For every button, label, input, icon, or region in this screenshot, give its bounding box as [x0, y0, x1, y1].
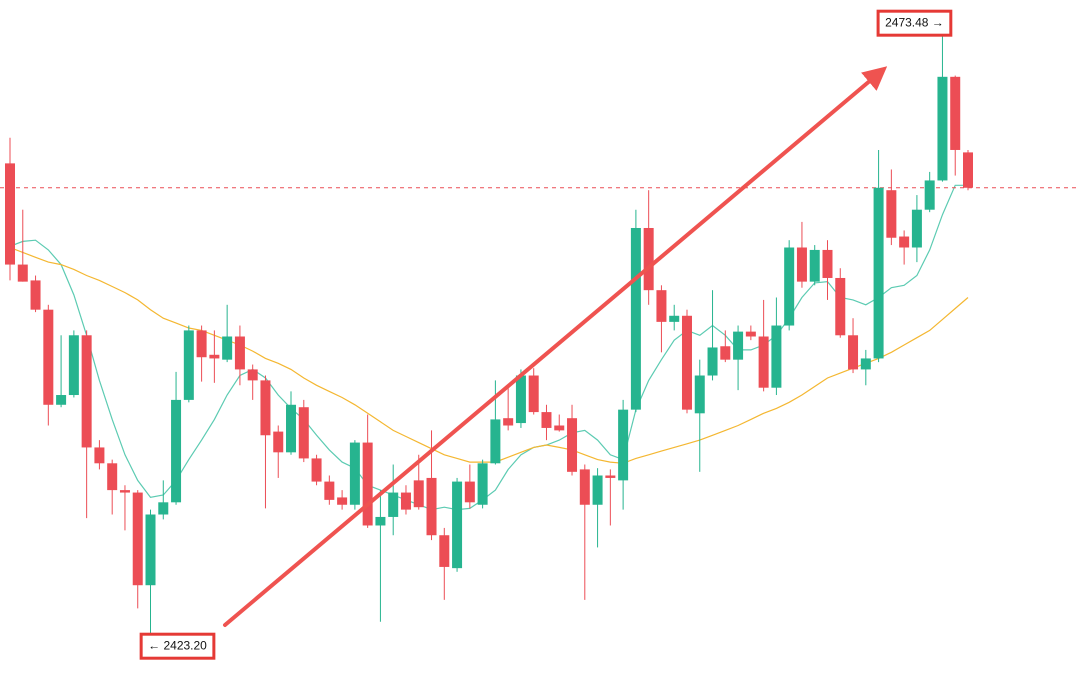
price-label-box — [139, 632, 216, 660]
candle-body — [745, 331, 756, 337]
candle-body — [107, 463, 118, 491]
candle-body — [349, 442, 360, 505]
candle-body — [209, 354, 220, 359]
ma-line — [9, 184, 968, 511]
candle-body — [771, 325, 782, 388]
candle-body — [324, 481, 335, 500]
candle-body — [643, 227, 654, 291]
candle-body — [298, 407, 309, 459]
candle-body — [145, 514, 156, 586]
candle-body — [94, 447, 105, 464]
candle-body — [567, 418, 578, 472]
price-label-text: 2473.48 → — [885, 15, 944, 29]
candle-body — [286, 404, 297, 453]
candle-body — [758, 336, 769, 388]
candle-body — [848, 335, 859, 370]
candle-body — [158, 502, 169, 515]
candle-body — [413, 480, 424, 508]
ma-line — [9, 246, 969, 464]
candle-body — [924, 180, 935, 210]
candle-body — [886, 190, 897, 238]
candle-body — [56, 395, 67, 405]
candle-body — [17, 264, 28, 282]
candle-body — [132, 492, 143, 586]
moving-averages — [9, 184, 969, 511]
candle-body — [400, 492, 411, 510]
candle-body — [720, 346, 731, 360]
price-label-box — [876, 9, 953, 37]
candle-body — [234, 336, 245, 370]
candle-body — [541, 412, 552, 428]
candle-body — [426, 477, 437, 536]
candle-body — [477, 463, 488, 505]
candle-body — [515, 375, 526, 424]
candle-body — [273, 431, 284, 453]
candle-body — [809, 249, 820, 282]
candle-body — [618, 409, 629, 481]
candle-body — [311, 458, 322, 482]
candle-body — [260, 380, 271, 436]
candle-body — [439, 535, 450, 567]
candle-body — [388, 492, 399, 517]
candle-body — [669, 315, 680, 322]
candle-body — [375, 516, 386, 526]
candle-body — [81, 335, 92, 448]
candle-body — [681, 315, 692, 410]
candle-body — [43, 309, 54, 405]
candle-body — [5, 163, 15, 265]
candle-body — [579, 469, 590, 505]
price-label-text: ← 2423.20 — [148, 638, 207, 652]
candle-body — [592, 475, 603, 505]
candle-body — [196, 330, 207, 358]
trend-arrow — [223, 66, 888, 627]
candle-body — [860, 358, 871, 370]
candle-body — [694, 375, 705, 414]
candle-body — [247, 369, 258, 381]
candles — [0, 22, 1080, 636]
candle-body — [963, 152, 973, 188]
candle-body — [464, 481, 475, 503]
candle-body — [119, 490, 130, 493]
candle-body — [183, 330, 194, 400]
candle-body — [630, 227, 641, 410]
candle-body — [452, 481, 463, 569]
candle-body — [656, 290, 667, 322]
candle-body — [707, 347, 718, 376]
price-label: 2473.48 → — [876, 9, 953, 37]
candle-body — [528, 375, 539, 413]
candle-body — [950, 76, 961, 150]
candle-body — [337, 497, 348, 505]
candle-body — [68, 335, 79, 396]
candle-body — [171, 399, 182, 503]
candle-body — [784, 247, 795, 326]
candle-body — [937, 76, 948, 181]
candle-body — [899, 236, 910, 248]
candle-body — [911, 209, 922, 248]
candle-body — [554, 425, 565, 431]
candle-body — [796, 247, 807, 282]
candle-body — [30, 280, 41, 310]
candle-body — [490, 419, 501, 464]
candle-body — [733, 331, 744, 360]
price-label: ← 2423.20 — [139, 632, 216, 660]
candle-body — [605, 475, 616, 478]
candle-body — [362, 442, 373, 526]
candle-body — [222, 336, 233, 360]
candle-body — [873, 187, 884, 359]
candle-body — [503, 418, 514, 426]
labels: 2473.48 → ← 2423.20 — [139, 9, 953, 660]
candle-body — [835, 277, 846, 336]
candle-body — [822, 249, 833, 278]
